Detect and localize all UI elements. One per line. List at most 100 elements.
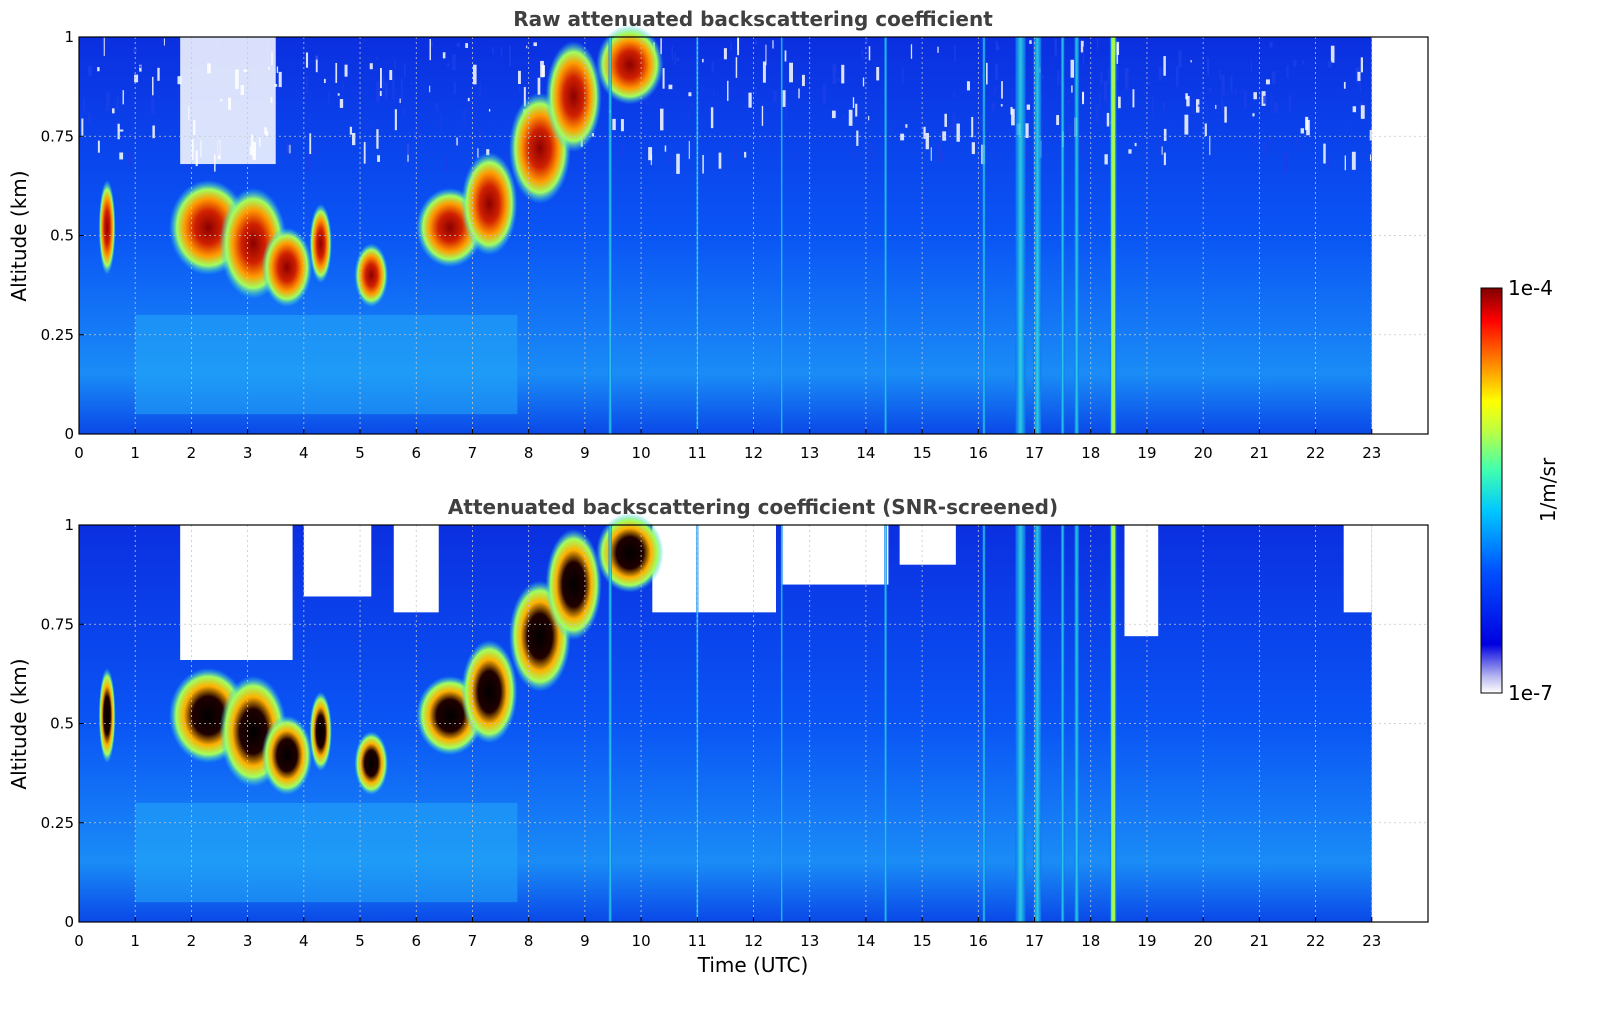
noise-speckle bbox=[337, 93, 340, 96]
noise-speckle bbox=[381, 118, 383, 122]
noise-speckle bbox=[688, 92, 692, 97]
x-tick-label: 2 bbox=[187, 932, 197, 950]
masked-region bbox=[652, 525, 776, 613]
noise-speckle bbox=[710, 107, 714, 129]
noise-speckle bbox=[106, 92, 110, 111]
noise-speckle bbox=[488, 109, 491, 112]
noise-speckle bbox=[620, 142, 624, 158]
backscatter-layer bbox=[596, 25, 664, 105]
noise-speckle bbox=[660, 108, 664, 131]
noise-speckle bbox=[1298, 145, 1301, 150]
noise-speckle bbox=[1269, 136, 1271, 149]
x-tick-label: 5 bbox=[355, 932, 365, 950]
backscatter-layer bbox=[309, 691, 332, 772]
noise-speckle bbox=[1204, 123, 1207, 137]
noise-speckle bbox=[1115, 65, 1119, 82]
x-tick-label: 20 bbox=[1194, 444, 1213, 462]
noise-speckle bbox=[1295, 138, 1298, 145]
x-tick-label: 18 bbox=[1081, 932, 1100, 950]
noise-speckle bbox=[479, 82, 481, 98]
clear-sky-region bbox=[180, 37, 276, 165]
noise-speckle bbox=[1041, 120, 1044, 134]
noise-speckle bbox=[1252, 113, 1255, 117]
noise-speckle bbox=[1206, 58, 1210, 76]
noise-speckle bbox=[429, 38, 431, 61]
noise-speckle bbox=[1124, 68, 1129, 90]
backscatter-layer bbox=[461, 152, 518, 256]
x-tick-label: 17 bbox=[1025, 444, 1044, 462]
noise-speckle bbox=[781, 90, 786, 107]
noise-speckle bbox=[1024, 123, 1029, 139]
colorbar-unit-label: 1/m/sr bbox=[1536, 457, 1560, 522]
noise-speckle bbox=[392, 78, 395, 100]
noise-speckle bbox=[789, 62, 793, 83]
precipitation-streak bbox=[696, 525, 699, 922]
noise-speckle bbox=[410, 82, 413, 85]
panel-title: Raw attenuated backscattering coefficien… bbox=[513, 7, 993, 31]
y-tick-labels: 0 0.25 0.5 0.75 1 bbox=[41, 516, 84, 931]
noise-speckle bbox=[177, 76, 182, 85]
noise-speckle bbox=[456, 42, 460, 47]
noise-speckle bbox=[1197, 104, 1201, 107]
noise-speckle bbox=[940, 126, 943, 143]
x-tick-label: 10 bbox=[632, 444, 651, 462]
noise-speckle bbox=[1343, 81, 1346, 89]
noise-speckle bbox=[97, 140, 100, 153]
noise-speckle bbox=[1175, 66, 1179, 87]
noise-speckle bbox=[937, 46, 939, 53]
noise-speckle bbox=[1152, 96, 1154, 117]
noise-speckle bbox=[923, 126, 926, 139]
precipitation-streak bbox=[1033, 37, 1042, 434]
y-tick-label: 0 bbox=[64, 913, 74, 931]
noise-speckle bbox=[702, 154, 704, 174]
noise-speckle bbox=[702, 58, 704, 63]
noise-speckle bbox=[285, 138, 288, 145]
noise-speckle bbox=[954, 45, 956, 63]
noise-speckle bbox=[676, 153, 680, 174]
noise-speckle bbox=[1095, 105, 1099, 123]
noise-speckle bbox=[1128, 149, 1132, 154]
noise-speckle bbox=[363, 141, 366, 164]
noise-speckle bbox=[1286, 65, 1289, 78]
noise-speckle bbox=[1026, 104, 1031, 110]
noise-speckle bbox=[305, 52, 309, 68]
noise-speckle bbox=[349, 126, 353, 135]
precipitation-streak bbox=[780, 525, 783, 922]
noise-speckle bbox=[1327, 155, 1330, 169]
noise-speckle bbox=[1191, 110, 1196, 115]
masked-region bbox=[899, 525, 956, 565]
noise-speckle bbox=[389, 70, 393, 80]
noise-speckle bbox=[852, 97, 855, 108]
x-tick-label: 4 bbox=[299, 444, 309, 462]
noise-speckle bbox=[171, 129, 173, 142]
noise-speckle bbox=[837, 77, 840, 82]
noise-speckle bbox=[733, 146, 738, 161]
noise-speckle bbox=[671, 45, 673, 61]
noise-speckle bbox=[1067, 99, 1071, 104]
backscatter-layer bbox=[261, 715, 313, 795]
noise-speckle bbox=[798, 88, 800, 99]
x-tick-label: 14 bbox=[856, 444, 875, 462]
noise-speckle bbox=[1344, 155, 1346, 171]
noise-speckle bbox=[376, 57, 378, 60]
precipitation-streak bbox=[1060, 525, 1065, 922]
x-tick-label: 8 bbox=[524, 444, 534, 462]
noise-speckle bbox=[111, 108, 115, 114]
noise-speckle bbox=[777, 149, 780, 155]
x-tick-label: 11 bbox=[688, 932, 707, 950]
noise-speckle bbox=[394, 109, 397, 131]
noise-speckle bbox=[366, 124, 370, 129]
noise-speckle bbox=[876, 66, 880, 81]
noise-speckle bbox=[1265, 79, 1270, 85]
noise-speckle bbox=[442, 52, 446, 59]
noise-speckle bbox=[814, 134, 816, 141]
noise-speckle bbox=[620, 119, 624, 132]
noise-speckle bbox=[762, 61, 766, 83]
noise-speckle bbox=[452, 54, 456, 71]
x-tick-label: 14 bbox=[856, 932, 875, 950]
noise-speckle bbox=[1369, 129, 1372, 141]
noise-speckle bbox=[1178, 50, 1182, 68]
noise-speckle bbox=[294, 138, 296, 146]
noise-speckle bbox=[420, 133, 424, 136]
